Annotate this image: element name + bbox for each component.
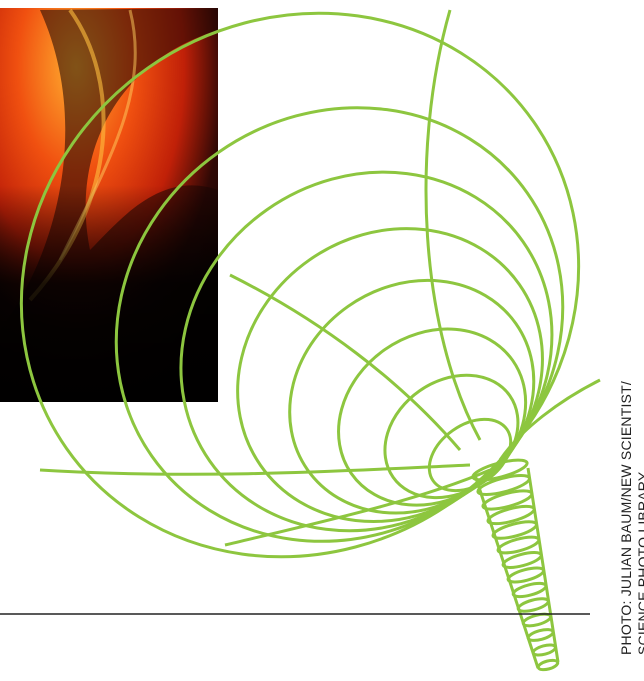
meridian — [39, 463, 471, 476]
meridian — [224, 468, 491, 547]
photo-credit: PHOTO: JULIAN BAUM/NEW SCIENTIST/ — [618, 381, 634, 655]
meridian — [473, 467, 560, 669]
ring — [526, 628, 555, 642]
ring — [536, 658, 560, 672]
ring — [471, 458, 529, 482]
photo-credit: SCIENCE PHOTO LIBRARY — [635, 471, 644, 655]
ring — [516, 597, 550, 613]
meridian — [424, 9, 482, 441]
meridian — [229, 273, 462, 451]
ring — [531, 643, 557, 657]
meridian — [498, 378, 601, 461]
photo — [0, 8, 218, 402]
